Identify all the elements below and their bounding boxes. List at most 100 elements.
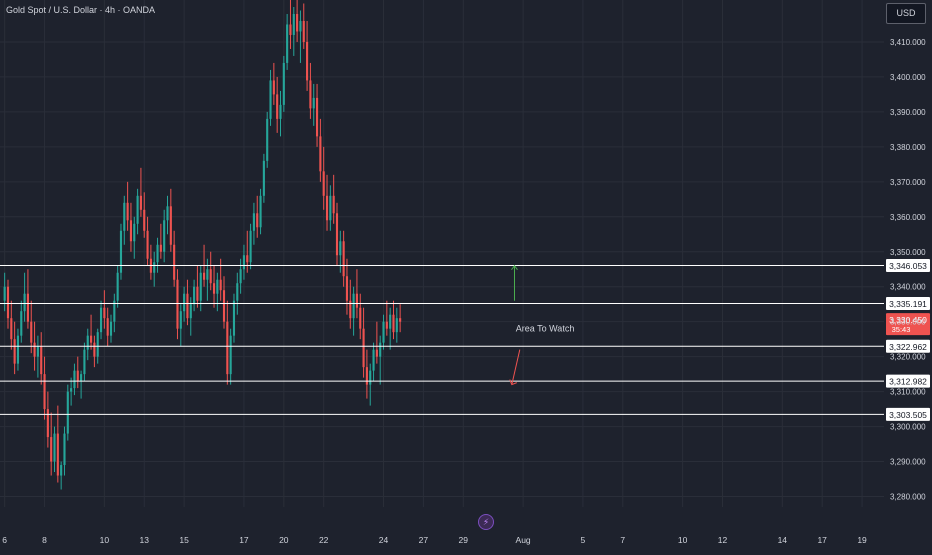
candle-body (93, 342, 96, 357)
candle-body (143, 209, 146, 231)
candle-body (73, 370, 76, 389)
candle-body (30, 321, 33, 343)
candle-body (119, 230, 123, 273)
candle-body (10, 318, 13, 340)
annotation-text: Area To Watch (516, 324, 575, 334)
candle-body (385, 321, 388, 329)
candle-body (266, 118, 269, 161)
candle-body (106, 318, 109, 336)
candle-body (296, 13, 299, 32)
candle-body (362, 328, 365, 368)
level-label-box (886, 259, 930, 273)
y-tick-label: 3,310.000 (890, 388, 926, 397)
arrow-down-icon (511, 349, 521, 385)
candle-body (239, 269, 242, 284)
candle-body (292, 13, 295, 35)
candle-body (179, 311, 182, 329)
candle-body (209, 269, 212, 284)
x-tick-label: 19 (857, 535, 867, 545)
x-tick-label: 5 (581, 535, 586, 545)
candle-body (126, 202, 129, 221)
candle-body (40, 346, 43, 375)
candle-body (349, 300, 352, 319)
horizontal-levels: 3,346.053 3,335.191 3,322.962 3,312.982 3,30… (0, 259, 930, 421)
candle-body (332, 195, 335, 214)
candle-body (365, 367, 368, 385)
candle-body (282, 62, 285, 105)
annotations: Area To Watch (509, 264, 575, 386)
y-tick-label: 3,280.000 (890, 493, 926, 502)
x-tick-label: 14 (778, 535, 788, 545)
candle-body (242, 255, 246, 270)
candle-body (50, 437, 53, 462)
candle-body (392, 314, 395, 333)
candle-body (202, 272, 206, 280)
level-label-box (886, 407, 930, 421)
y-tick-label: 3,340.000 (890, 283, 926, 292)
candle-body (246, 255, 249, 263)
candle-body (99, 307, 103, 333)
x-tick-label: 24 (379, 535, 389, 545)
candle-body (139, 195, 142, 210)
y-tick-label: 3,370.000 (890, 178, 926, 187)
candle-body (90, 335, 93, 343)
x-tick-label: 17 (817, 535, 827, 545)
x-tick-label: 15 (179, 535, 189, 545)
candle-body (60, 465, 63, 476)
flash-icon[interactable]: ⚡ (478, 514, 494, 530)
candle-body (306, 41, 309, 81)
x-tick-label: 6 (2, 535, 7, 545)
candle-body (312, 97, 315, 109)
candle-body (359, 307, 362, 329)
y-tick-label: 3,400.000 (890, 73, 926, 82)
x-tick-label: 29 (459, 535, 469, 545)
candle-body (83, 349, 86, 375)
y-tick-label: 3,360.000 (890, 213, 926, 222)
candle-body (53, 433, 56, 462)
candle-body (286, 24, 289, 63)
y-tick-label: 3,350.000 (890, 248, 926, 257)
candle-body (46, 409, 49, 438)
candle-body (226, 321, 229, 375)
price-axis[interactable]: 3,280.000 3,290.000 3,300.000 3,310.000 3,32… (890, 38, 926, 502)
candle-body (309, 80, 312, 109)
x-tick-label: 22 (319, 535, 329, 545)
candle-body (133, 223, 136, 242)
candle-body (272, 80, 275, 95)
candle-body (129, 220, 133, 242)
candle-body (113, 300, 116, 322)
y-tick-label: 3,300.000 (890, 423, 926, 432)
candle-body (103, 307, 106, 319)
time-axis[interactable]: 6 8 10 13 15 17 20 22 24 27 29 Aug 5 7 10 12 14 17 19 (2, 535, 867, 545)
candle-body (66, 391, 69, 434)
candle-body (23, 293, 26, 312)
candle-body (153, 262, 156, 273)
candle-body (156, 244, 159, 263)
x-tick-label: 7 (620, 535, 625, 545)
candle-body (279, 104, 282, 119)
x-tick-label: 17 (239, 535, 249, 545)
candle-body (249, 230, 252, 263)
countdown-label: 35:43 (892, 325, 911, 334)
candle-body (159, 244, 162, 252)
candle-body (196, 286, 199, 301)
candle-body (43, 374, 46, 410)
candle-body (355, 293, 358, 308)
y-tick-label: 3,390.000 (890, 108, 926, 117)
level-label-box (886, 374, 930, 388)
candle-body (56, 433, 59, 476)
candle-body (6, 286, 10, 319)
candle-body (372, 349, 375, 371)
candle-body (86, 335, 89, 350)
level-label: 3,335.191 (889, 299, 927, 309)
y-tick-label: 3,380.000 (890, 143, 926, 152)
candles (3, 0, 402, 490)
candle-body (216, 279, 219, 294)
x-tick-label: 27 (419, 535, 429, 545)
candle-body (262, 160, 265, 196)
candle-body (342, 241, 345, 277)
currency-button[interactable]: USD (886, 3, 926, 24)
candle-body (335, 213, 339, 256)
